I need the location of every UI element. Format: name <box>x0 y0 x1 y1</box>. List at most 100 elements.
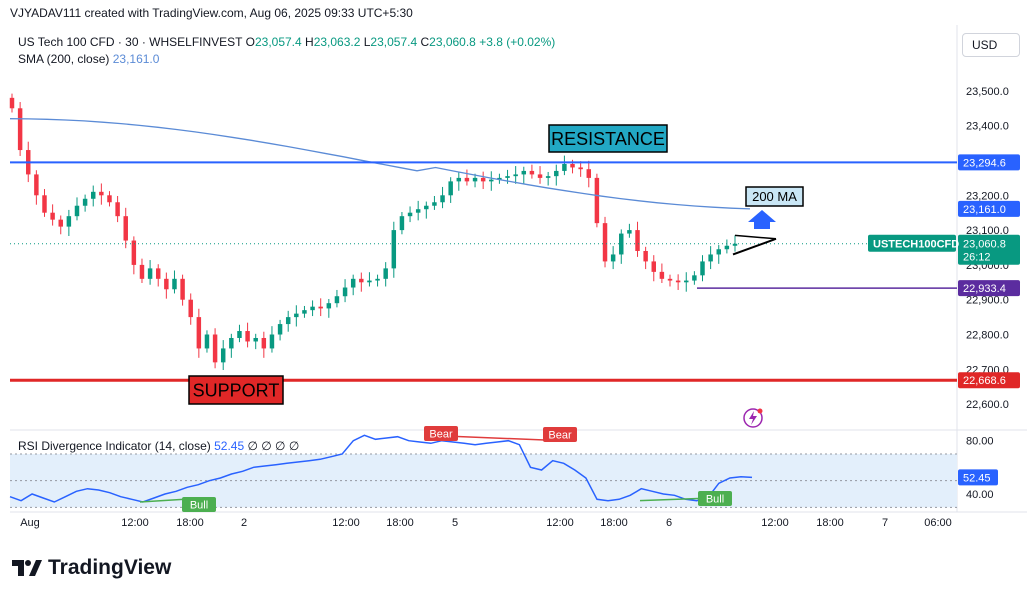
candle-body <box>635 230 640 251</box>
candle-body <box>578 167 583 170</box>
candle-body <box>708 254 713 262</box>
symbol-tag-bg <box>868 234 956 252</box>
candle-body <box>155 268 161 279</box>
support-price-tag-bg <box>958 372 1020 389</box>
sma-price-tag-bg <box>958 200 1020 217</box>
candle-body <box>42 195 47 213</box>
candle-body <box>570 163 575 168</box>
candle-body <box>9 97 15 109</box>
candle-body <box>545 176 551 178</box>
candle-body <box>651 261 656 272</box>
candle-body <box>432 202 437 206</box>
candle-body <box>716 249 721 255</box>
candle-body <box>350 278 356 288</box>
rsi-legend-label: RSI Divergence Indicator (14, close) <box>18 439 214 453</box>
candle-body <box>489 179 494 182</box>
time-tick-label: 12:00 <box>121 517 149 529</box>
close-label: C <box>420 35 429 49</box>
candle-body <box>139 264 145 279</box>
candle-body <box>229 337 234 349</box>
candle-body <box>204 334 210 349</box>
change-value: +3.8 (+0.02%) <box>479 35 555 49</box>
tradingview-logo-text: TradingView <box>48 556 172 579</box>
candle-body <box>537 174 543 178</box>
candle-body <box>724 245 730 250</box>
time-tick-label: Aug <box>20 517 40 529</box>
pattern-line-upper <box>734 234 777 240</box>
support-annotation: SUPPORT <box>193 380 280 400</box>
open-value: 23,057.4 <box>255 35 305 49</box>
candle-body <box>391 230 397 269</box>
time-tick-label: 18:00 <box>600 517 628 529</box>
time-tick-label: 6 <box>666 517 672 529</box>
rsi-bear-tag-bg <box>543 427 577 442</box>
candle-body <box>334 296 340 304</box>
time-tick-label: 12:00 <box>546 517 574 529</box>
price-tick-label: 23,400.0 <box>966 121 1009 133</box>
last-price-tag-bg <box>958 234 1020 265</box>
candle-body <box>692 275 697 281</box>
low-value: 23,057.4 <box>370 35 420 49</box>
resistance-price-tag-bg <box>958 154 1020 171</box>
candle-body <box>326 303 332 309</box>
candle-body <box>17 108 23 151</box>
candle-body <box>82 198 88 206</box>
candle-body <box>424 205 429 210</box>
candle-body <box>415 209 421 213</box>
candle-body <box>34 174 39 196</box>
candle-body <box>480 177 486 182</box>
time-tick-label: 18:00 <box>176 517 204 529</box>
candle-body <box>196 317 202 349</box>
candle-body <box>586 169 592 178</box>
tradingview-logo-icon <box>12 560 42 576</box>
candle-body <box>497 177 502 180</box>
candle-body <box>359 278 364 283</box>
candle-body <box>107 195 112 203</box>
time-tick-label: 18:00 <box>386 517 414 529</box>
candle-body <box>277 324 283 335</box>
price-tick-label: 23,100.0 <box>966 225 1009 237</box>
candle-body <box>294 313 299 318</box>
candle-body <box>74 205 80 217</box>
candle-body <box>245 331 250 342</box>
candle-body <box>610 254 616 262</box>
time-tick-label: 12:00 <box>332 517 360 529</box>
recent-low-price-tag-bg <box>958 280 1020 297</box>
sma-legend-label: SMA (200, close) <box>18 52 113 66</box>
candle-body <box>115 202 120 217</box>
sma-annotation-box <box>745 186 804 207</box>
candle-body <box>180 278 185 300</box>
time-tick-label: 12:00 <box>761 517 789 529</box>
rsi-legend-placeholders: ∅ ∅ ∅ ∅ <box>247 439 299 453</box>
rsi-bear-tag-bg <box>424 426 458 441</box>
candle-body <box>627 230 632 234</box>
rsi-bull-tag-bg <box>182 497 216 512</box>
candle-body <box>659 271 665 279</box>
currency-selector-button[interactable]: USD <box>962 33 1020 57</box>
rsi-line <box>9 434 753 503</box>
lightning-bolt-icon <box>749 411 757 425</box>
candle-body <box>212 334 218 363</box>
rsi-band <box>10 454 957 508</box>
resistance-price-tag: 23,294.6 <box>963 157 1006 169</box>
notification-dot-icon <box>757 408 763 414</box>
rsi-bull-tag-bg <box>698 491 732 506</box>
candle-body <box>619 233 624 255</box>
up-arrow-icon <box>748 210 776 229</box>
candle-body <box>594 177 600 224</box>
pattern-line-lower <box>732 237 777 256</box>
high-value: 23,063.2 <box>314 35 364 49</box>
candle-body <box>448 181 453 196</box>
rsi-tick-label: 80.00 <box>966 436 994 448</box>
price-tick-label: 23,200.0 <box>966 190 1009 202</box>
symbol-legend: US Tech 100 CFD · 30 · WHSELFINVEST O23,… <box>18 35 555 49</box>
symbol-tag: USTECH100CFD <box>873 239 959 251</box>
candle-body <box>554 170 559 177</box>
support-price-tag: 22,668.6 <box>963 375 1006 387</box>
chart-author-line: VJYADAV111 created with TradingView.com,… <box>10 6 413 20</box>
candle-body <box>147 268 153 279</box>
candle-body <box>602 223 608 262</box>
candle-body <box>643 250 648 262</box>
